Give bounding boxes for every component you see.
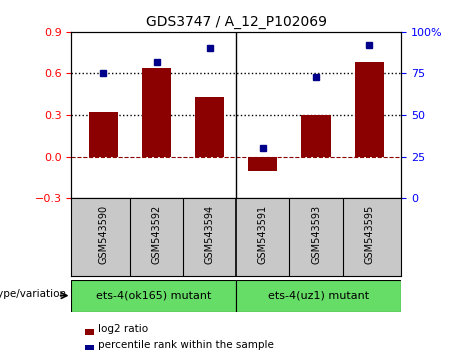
Text: ets-4(uz1) mutant: ets-4(uz1) mutant <box>268 291 369 301</box>
Text: GSM543594: GSM543594 <box>205 205 215 264</box>
Title: GDS3747 / A_12_P102069: GDS3747 / A_12_P102069 <box>146 16 327 29</box>
Text: GSM543591: GSM543591 <box>258 205 268 264</box>
Text: genotype/variation: genotype/variation <box>0 289 67 299</box>
Text: ets-4(ok165) mutant: ets-4(ok165) mutant <box>96 291 212 301</box>
Text: GSM543593: GSM543593 <box>311 205 321 264</box>
Text: GSM543592: GSM543592 <box>152 205 161 264</box>
Bar <box>355 62 384 156</box>
Bar <box>195 97 225 156</box>
Text: GSM543590: GSM543590 <box>98 205 108 264</box>
Text: log2 ratio: log2 ratio <box>98 324 148 334</box>
Bar <box>301 115 331 156</box>
Bar <box>71 280 236 312</box>
Text: percentile rank within the sample: percentile rank within the sample <box>98 340 274 350</box>
Text: GSM543595: GSM543595 <box>364 205 374 264</box>
Bar <box>248 156 278 171</box>
Bar <box>89 112 118 156</box>
Bar <box>236 280 401 312</box>
Bar <box>142 68 171 156</box>
